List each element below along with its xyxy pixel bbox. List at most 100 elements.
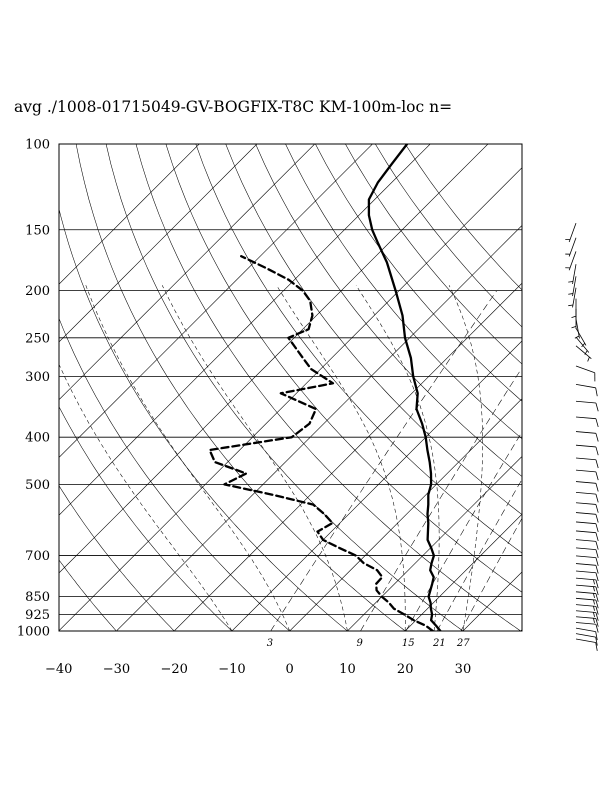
isotherm-line: [520, 629, 522, 631]
wind-barb-flag: [595, 532, 599, 542]
temperature-tick-label: 30: [455, 662, 472, 677]
profiles: [208, 144, 442, 631]
wind-barb-staff: [575, 577, 596, 581]
temperature-tick-label: −10: [218, 662, 245, 677]
wind-barb: [575, 610, 599, 621]
moist-adiabat-line: [448, 285, 483, 631]
wind-barb-flag: [595, 402, 599, 412]
wind-barb: [575, 383, 598, 397]
wind-barb: [575, 638, 598, 651]
wind-barb-half-flag: [584, 350, 588, 355]
wind-barb-staff: [575, 431, 596, 434]
wind-barb: [575, 570, 599, 582]
wind-barb: [565, 223, 577, 243]
isotherm-line: [59, 144, 431, 516]
wind-barb: [571, 298, 577, 319]
wind-barb: [565, 237, 577, 257]
wind-barb-half-flag: [593, 599, 595, 605]
mixing-ratio-line: [360, 367, 522, 631]
isotherm-line: [462, 571, 522, 631]
wind-barb-staff: [575, 638, 596, 643]
wind-barb-staff: [575, 327, 587, 346]
wind-barb: [575, 512, 599, 523]
wind-barb-staff: [575, 633, 596, 638]
wind-barb: [575, 327, 587, 348]
pressure-tick-label: 150: [25, 223, 50, 238]
dewpoint-profile-line: [208, 255, 435, 631]
wind-barb: [575, 336, 590, 355]
mixing-ratio-line: [460, 517, 522, 631]
wind-barb-flag: [595, 599, 599, 609]
chart-title: avg ./1008-01715049-GV-BOGFIX-T8C KM-100…: [14, 98, 453, 116]
wind-barb-half-flag: [568, 293, 574, 295]
wind-barb-staff: [575, 563, 596, 566]
wind-barb-staff: [575, 547, 596, 551]
wind-barb-staff: [568, 251, 577, 271]
wind-barb-staff: [575, 570, 596, 574]
wind-barb-staff: [575, 491, 596, 495]
wind-barb: [575, 616, 599, 627]
wind-barb-staff: [575, 318, 580, 339]
wind-barb-staff: [575, 469, 596, 473]
wind-barb: [575, 539, 599, 550]
wind-barb-half-flag: [581, 343, 586, 348]
wind-barb-flag: [595, 387, 598, 397]
pressure-tick-label: 300: [25, 370, 50, 385]
pressure-tick-label: 400: [25, 431, 50, 446]
wind-barb-staff: [575, 584, 596, 588]
wind-barb: [565, 251, 577, 271]
wind-barb: [575, 502, 599, 513]
isotherm-line: [347, 456, 522, 631]
pressure-tick-label: 700: [25, 549, 50, 564]
wind-barb: [575, 622, 599, 633]
wind-barb: [575, 597, 599, 609]
wind-barb-staff: [575, 555, 596, 559]
wind-barb-half-flag: [568, 281, 574, 283]
dry-adiabat-line: [404, 144, 522, 291]
wind-barb-staff: [568, 237, 577, 257]
pressure-tick-label: 250: [25, 331, 50, 346]
wind-barb: [575, 555, 599, 566]
background-lines: [59, 144, 522, 631]
temperature-tick-label: 0: [286, 662, 294, 677]
wind-barb: [575, 431, 599, 442]
wind-barb-staff: [575, 610, 596, 613]
mixing-ratio-label: 9: [357, 638, 364, 649]
wind-barb-flag: [595, 549, 599, 558]
mixing-ratio-line: [436, 478, 522, 631]
wind-barb: [568, 287, 577, 308]
wind-barb-half-flag: [593, 612, 595, 617]
wind-barb-staff: [575, 365, 595, 374]
mixing-ratio-label: 27: [456, 638, 470, 649]
wind-barb-staff: [575, 616, 596, 619]
wind-barb: [575, 584, 599, 596]
mixing-ratio-label: 3: [267, 638, 273, 649]
wind-barb-flag: [595, 637, 598, 646]
wind-barb-half-flag: [574, 335, 580, 339]
wind-barb: [575, 481, 599, 492]
moist-adiabat-line: [355, 285, 440, 631]
wind-barb-flag: [595, 612, 599, 621]
wind-barb: [575, 521, 599, 533]
wind-barb: [568, 276, 577, 297]
wind-barb-flag: [595, 572, 599, 582]
wind-barb-staff: [575, 597, 596, 601]
wind-barb-staff: [575, 345, 592, 359]
moist-adiabat-line: [276, 285, 406, 631]
wind-barb: [568, 264, 577, 284]
wind-barb-half-flag: [593, 618, 595, 623]
wind-barb-staff: [575, 512, 596, 515]
wind-barb-staff: [575, 383, 596, 389]
isotherm-line: [59, 144, 258, 343]
wind-barb: [575, 530, 599, 542]
temperature-tick-label: 10: [339, 662, 356, 677]
pressure-tick-label: 925: [25, 608, 50, 623]
wind-barb-half-flag: [593, 586, 595, 592]
wind-barb-half-flag: [593, 593, 595, 599]
wind-barb: [575, 591, 599, 602]
wind-barb-flag: [595, 565, 599, 574]
wind-barb-staff: [575, 604, 596, 607]
wind-barb-staff: [572, 276, 577, 297]
temperature-profile-line: [367, 144, 442, 631]
isotherm-line: [59, 167, 522, 631]
